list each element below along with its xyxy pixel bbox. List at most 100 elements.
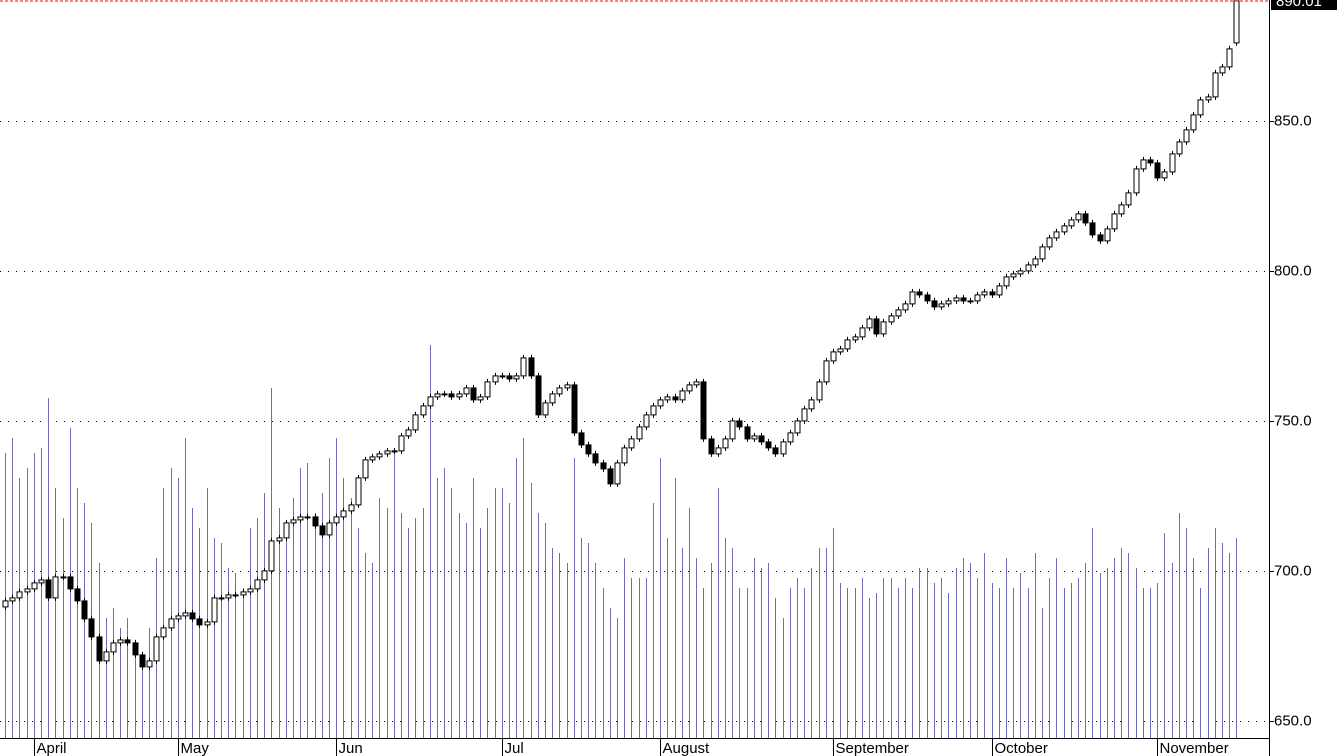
candle-body — [304, 516, 311, 519]
candle-body — [153, 636, 160, 662]
candle-body — [420, 405, 427, 416]
x-tick-label: May — [181, 740, 210, 756]
candle-body — [607, 468, 614, 485]
candle-body — [1075, 213, 1082, 221]
candle-body — [312, 516, 319, 527]
candle-body — [182, 612, 189, 617]
candle-body — [2, 600, 9, 608]
candle-body — [196, 618, 203, 626]
candle-body — [1125, 192, 1132, 206]
candle-body — [672, 396, 679, 401]
candle-body — [1010, 273, 1017, 278]
candle-body — [434, 393, 441, 398]
candle-body — [1068, 219, 1075, 227]
candle-body — [110, 642, 117, 653]
candle-body — [996, 285, 1003, 296]
candle-body — [1154, 162, 1161, 179]
x-tick-label: April — [37, 740, 67, 756]
candle-body — [1039, 246, 1046, 260]
candle-body — [96, 636, 103, 662]
candle-body — [924, 294, 931, 302]
candle-body — [1118, 204, 1125, 215]
candle-body — [456, 393, 463, 398]
x-tick-label: October — [995, 740, 1048, 756]
candle-body — [664, 396, 671, 401]
y-tick-label: 850.0 — [1274, 112, 1312, 129]
y-tick-label: 700.0 — [1274, 562, 1312, 579]
candle-body — [340, 510, 347, 518]
candle-body — [729, 420, 736, 440]
candle-body — [953, 297, 960, 302]
candle-body — [852, 336, 859, 341]
candle-body — [384, 450, 391, 455]
candle-body — [16, 591, 23, 599]
candle-body — [362, 459, 369, 479]
candle-body — [348, 504, 355, 512]
candle-body — [679, 390, 686, 401]
candle-body — [204, 621, 211, 626]
candle-body — [765, 441, 772, 449]
candle-body — [1183, 129, 1190, 143]
candle-body — [1147, 159, 1154, 164]
candle-body — [427, 396, 434, 407]
candle-body — [9, 597, 16, 602]
candle-body — [60, 576, 67, 579]
candle-body — [556, 387, 563, 395]
candle-body — [1089, 222, 1096, 236]
candle-body — [412, 414, 419, 431]
candle-body — [117, 639, 124, 644]
candle-body — [319, 525, 326, 536]
candle-body — [1133, 168, 1140, 194]
candle-body — [888, 315, 895, 323]
candle-body — [441, 393, 448, 396]
candle-body — [873, 318, 880, 335]
candle-body — [564, 384, 571, 389]
candle-body — [1025, 264, 1032, 272]
candle-body — [1226, 48, 1233, 68]
candle-body — [268, 540, 275, 572]
candle-body — [1190, 114, 1197, 131]
candle-body — [1161, 171, 1168, 179]
candle-body — [124, 639, 131, 644]
candle-body — [211, 597, 218, 623]
candle-body — [240, 591, 247, 596]
candle-body — [780, 441, 787, 455]
candle-body — [535, 375, 542, 416]
candle-body — [254, 579, 261, 590]
candle-body — [276, 537, 283, 542]
candle-body — [837, 348, 844, 353]
candle-body — [139, 654, 146, 668]
candle-body — [989, 291, 996, 296]
candle-body — [189, 612, 196, 620]
candle-body — [1205, 96, 1212, 101]
candle-body — [967, 300, 974, 303]
candle-body — [513, 375, 520, 380]
candle-body — [391, 450, 398, 453]
candle-body — [132, 642, 139, 656]
candle-body — [751, 435, 758, 440]
candle-body — [801, 408, 808, 422]
candle-body — [297, 516, 304, 521]
candle-body — [614, 462, 621, 485]
candle-body — [736, 420, 743, 428]
candle-body — [787, 432, 794, 443]
candle-body — [643, 414, 650, 428]
candle-body — [866, 318, 873, 329]
candle-body — [657, 399, 664, 407]
candle-body — [859, 327, 866, 338]
candle-body — [355, 477, 362, 506]
candle-body — [326, 522, 333, 536]
candle-body — [830, 351, 837, 362]
candle-body — [1097, 234, 1104, 242]
candle-body — [686, 384, 693, 392]
candle-body — [398, 435, 405, 452]
x-tick-label: August — [663, 740, 711, 756]
candle-body — [1219, 66, 1226, 74]
y-tick-label: 750.0 — [1274, 412, 1312, 429]
candle-body — [24, 588, 31, 593]
candle-body — [823, 360, 830, 383]
candle-body — [938, 303, 945, 308]
candle-body — [261, 570, 268, 581]
candle-body — [175, 615, 182, 620]
candle-body — [376, 453, 383, 458]
